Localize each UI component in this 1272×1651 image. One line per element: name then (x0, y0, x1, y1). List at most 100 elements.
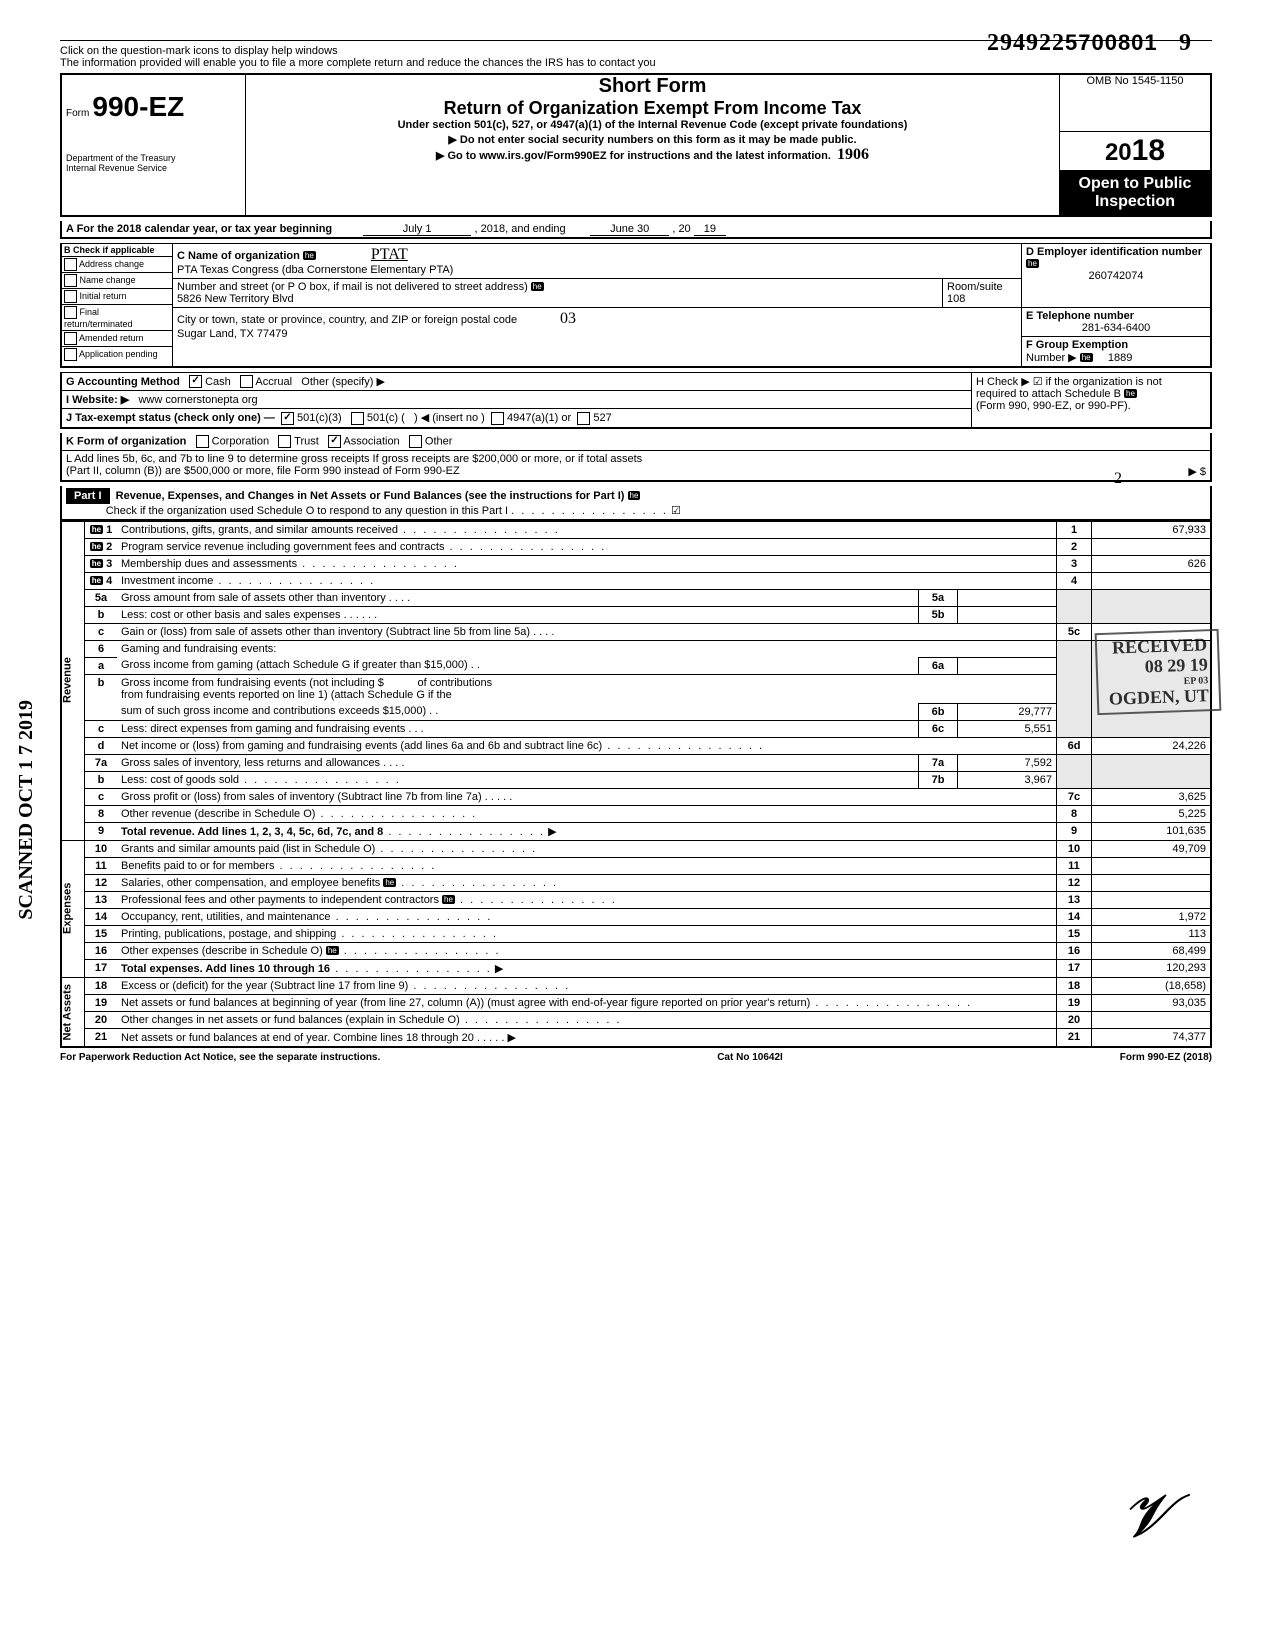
h-line2: required to attach Schedule B (976, 388, 1121, 400)
amt-6d: 24,226 (1092, 737, 1212, 754)
tax-year: 2018 (1060, 131, 1212, 170)
chk-527[interactable] (577, 412, 590, 425)
amt-5b (958, 606, 1057, 623)
help-icon[interactable]: he (628, 491, 641, 500)
cat-no: Cat No 10642I (717, 1052, 783, 1063)
part1-title: Revenue, Expenses, and Changes in Net As… (116, 490, 625, 502)
amt-20 (1092, 1011, 1212, 1028)
chk-other[interactable] (409, 435, 422, 448)
chk-cash[interactable]: ✓ (189, 375, 202, 388)
help-icon[interactable]: he (1124, 389, 1137, 398)
form-header-table: Form 990-EZ Department of the Treasury I… (60, 73, 1212, 217)
amt-6c: 5,551 (958, 720, 1057, 737)
g-label: G Accounting Method (66, 376, 180, 388)
amt-17: 120,293 (1092, 959, 1212, 977)
chk-4947[interactable] (491, 412, 504, 425)
amt-15: 113 (1092, 925, 1212, 942)
amt-3: 626 (1092, 555, 1212, 572)
j-label: J Tax-exempt status (check only one) — (66, 412, 275, 424)
gijk-block: G Accounting Method ✓ Cash Accrual Other… (60, 372, 1212, 429)
amt-16: 68,499 (1092, 942, 1212, 959)
help-icon[interactable]: he (90, 559, 103, 568)
entity-block: B Check if applicable Address change Nam… (60, 243, 1212, 368)
help-icon[interactable]: he (90, 525, 103, 534)
chk-initial-return[interactable] (64, 290, 77, 303)
form-label: Form (66, 108, 89, 119)
d-ein-label: D Employer identification number (1026, 246, 1202, 258)
l-line1: L Add lines 5b, 6c, and 7b to line 9 to … (66, 453, 642, 465)
part1-label: Part I (66, 488, 110, 504)
chk-501c[interactable] (351, 412, 364, 425)
hand-ptat: PTAT (371, 246, 408, 263)
chk-accrual[interactable] (240, 375, 253, 388)
period-year: 19 (694, 223, 726, 236)
h-line3: (Form 990, 990-EZ, or 990-PF). (976, 400, 1131, 412)
help-icon[interactable]: he (442, 895, 455, 904)
city-label: City or town, state or province, country… (177, 314, 517, 326)
amt-12 (1092, 874, 1212, 891)
chk-assoc[interactable]: ✓ (328, 435, 341, 448)
amt-13 (1092, 891, 1212, 908)
part1-header: Part I Revenue, Expenses, and Changes in… (60, 486, 1212, 521)
amt-9: 101,635 (1092, 822, 1212, 840)
amt-10: 49,709 (1092, 840, 1212, 857)
ein-value: 260742074 (1026, 270, 1206, 282)
chk-amended[interactable] (64, 332, 77, 345)
period-label: A For the 2018 calendar year, or tax yea… (66, 223, 332, 235)
amt-7a: 7,592 (958, 754, 1057, 771)
org-name: PTA Texas Congress (dba Cornerstone Elem… (177, 264, 453, 276)
instr-ssn: ▶ Do not enter social security numbers o… (250, 133, 1055, 146)
help-icon[interactable]: he (1026, 259, 1039, 268)
hand-2: 2 (1114, 470, 1122, 488)
chk-501c3[interactable]: ✓ (281, 412, 294, 425)
amt-2 (1092, 538, 1212, 555)
chk-address-change[interactable] (64, 258, 77, 271)
f-group-label: F Group Exemption (1026, 339, 1128, 351)
help-icon[interactable]: he (90, 576, 103, 585)
open-to-public: Open to Public Inspection (1060, 170, 1212, 216)
amt-7b: 3,967 (958, 771, 1057, 788)
room-value: 108 (947, 293, 965, 305)
amt-4 (1092, 572, 1212, 589)
expenses-label: Expenses (61, 840, 85, 977)
footer: For Paperwork Reduction Act Notice, see … (60, 1052, 1212, 1063)
chk-corp[interactable] (196, 435, 209, 448)
financial-table: Revenue he 1 Contributions, gifts, grant… (60, 521, 1212, 1048)
help-icon[interactable]: he (326, 946, 339, 955)
dept-treasury: Department of the Treasury Internal Reve… (66, 153, 241, 173)
chk-trust[interactable] (278, 435, 291, 448)
street-value: 5826 New Territory Blvd (177, 293, 294, 305)
chk-final-return[interactable] (64, 306, 77, 319)
help-icon[interactable]: he (531, 282, 544, 291)
help-icon[interactable]: he (90, 542, 103, 551)
chk-name-change[interactable] (64, 274, 77, 287)
l-arrow: ▶ $ (1188, 465, 1206, 478)
form-ref: Form 990-EZ (2018) (1120, 1052, 1212, 1063)
dln-number: 2949225700801 9 (987, 30, 1192, 57)
amt-21: 74,377 (1092, 1028, 1212, 1047)
period-row: A For the 2018 calendar year, or tax yea… (60, 221, 1212, 239)
help-icon[interactable]: he (1080, 353, 1093, 362)
chk-app-pending[interactable] (64, 348, 77, 361)
city-value: Sugar Land, TX 77479 (177, 328, 288, 340)
amt-5a (958, 589, 1057, 606)
amt-1: 67,933 (1092, 521, 1212, 538)
help-icon[interactable]: he (383, 878, 396, 887)
amt-11 (1092, 857, 1212, 874)
signature-mark: 𝓥 (1122, 1482, 1172, 1551)
amt-6a (958, 657, 1057, 674)
omb-number: OMB No 1545-1150 (1060, 74, 1212, 131)
e-phone-label: E Telephone number (1026, 310, 1134, 322)
instr-goto: ▶ Go to www.irs.gov/Form990EZ for instru… (250, 146, 1055, 164)
revenue-label: Revenue (61, 521, 85, 840)
l-line2: (Part II, column (B)) are $500,000 or mo… (66, 465, 460, 477)
hand-03: 03 (560, 310, 576, 327)
room-label: Room/suite (947, 281, 1003, 293)
amt-6b: 29,777 (958, 703, 1057, 720)
street-label: Number and street (or P O box, if mail i… (177, 281, 528, 293)
amt-14: 1,972 (1092, 908, 1212, 925)
amt-18: (18,658) (1092, 977, 1212, 994)
h-line1: H Check ▶ ☑ if the organization is not (976, 376, 1162, 388)
help-icon[interactable]: he (303, 251, 316, 260)
group-exemption-value: 1889 (1108, 352, 1132, 364)
